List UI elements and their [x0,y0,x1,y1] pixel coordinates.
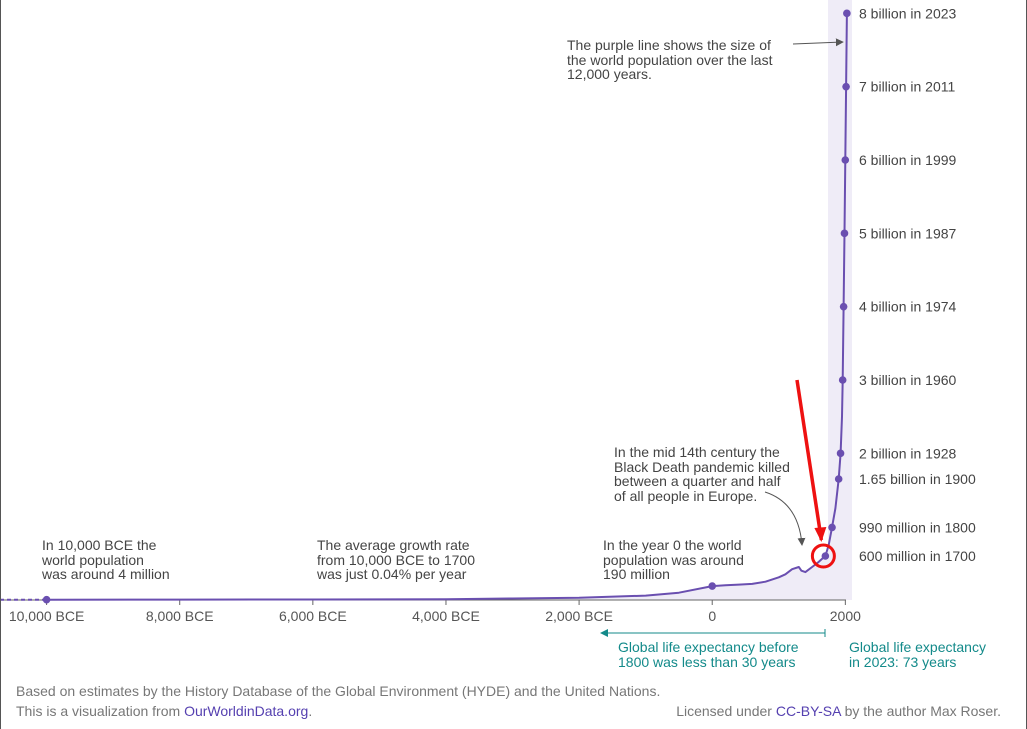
population-area [0,13,847,601]
milestone-point [708,582,717,590]
footer-viz-suffix: . [308,703,313,719]
population-line [46,13,848,601]
x-tick-label: 0 [708,608,716,624]
x-tick-label: 8,000 BCE [146,608,214,624]
purple-line-pointer [792,38,844,47]
x-tick-label: 6,000 BCE [279,608,347,624]
footer-license-prefix: Licensed under [676,703,776,719]
footer-visualization: This is a visualization from OurWorldinD… [16,703,312,719]
annotation-black-death: In the mid 14th century the Black Death … [614,444,790,504]
milestone-label: 4 billion in 1974 [859,299,957,315]
milestone-point [836,449,845,458]
annotation-year-zero: In the year 0 the world population was a… [603,537,744,582]
footer-source: Based on estimates by the History Databa… [16,683,661,699]
annotation-life-expectancy-2023: Global life expectancy in 2023: 73 years [849,639,986,670]
milestone-label: 6 billion in 1999 [859,152,957,168]
x-tick-label: 4,000 BCE [412,608,480,624]
milestone-point [834,475,843,483]
milestone-label: 8 billion in 2023 [859,5,957,21]
license-link[interactable]: CC-BY-SA [775,703,841,719]
milestone-point [839,302,848,311]
footer-viz-prefix: This is a visualization from [16,703,185,719]
milestone-point [843,9,851,18]
milestone-label: 3 billion in 1960 [859,372,957,388]
milestone-label: 5 billion in 1987 [859,225,957,241]
milestone-label: 2 billion in 1928 [859,445,957,461]
footer-license-suffix: by the author Max Roser. [840,703,1001,719]
highlight-arrow-shaft [795,379,824,541]
milestone-point [842,82,850,91]
milestone-point [42,595,51,604]
x-tick-label: 2,000 BCE [545,608,613,624]
milestone-point [821,552,830,560]
x-tick-label: 2000 [830,608,861,624]
milestone-point [828,523,836,532]
black-death-pointer [764,491,806,546]
milestone-point [838,376,847,384]
highlight-arrow-head [814,527,827,542]
annotation-life-expectancy-before-1800: Global life expectancy before 1800 was l… [618,639,799,670]
annotation-10000-bce: In 10,000 BCE the world population was a… [42,537,170,582]
milestone-label: 7 billion in 2011 [859,79,955,95]
milestone-label: 990 million in 1800 [859,519,976,535]
owid-link[interactable]: OurWorldinData.org [184,703,309,719]
annotation-purple-line: The purple line shows the size of the wo… [567,37,773,82]
milestone-label: 600 million in 1700 [859,548,976,564]
highlight-circle [810,543,836,569]
milestone-point [840,229,849,238]
milestone-point [841,156,850,164]
annotation-growth-rate: The average growth rate from 10,000 BCE … [317,537,475,582]
x-tick-label: 10,000 BCE [9,608,85,624]
footer-license: Licensed under CC-BY-SA by the author Ma… [676,703,1001,719]
milestone-label: 1.65 billion in 1900 [859,471,976,487]
frame-left-border [0,0,1,729]
